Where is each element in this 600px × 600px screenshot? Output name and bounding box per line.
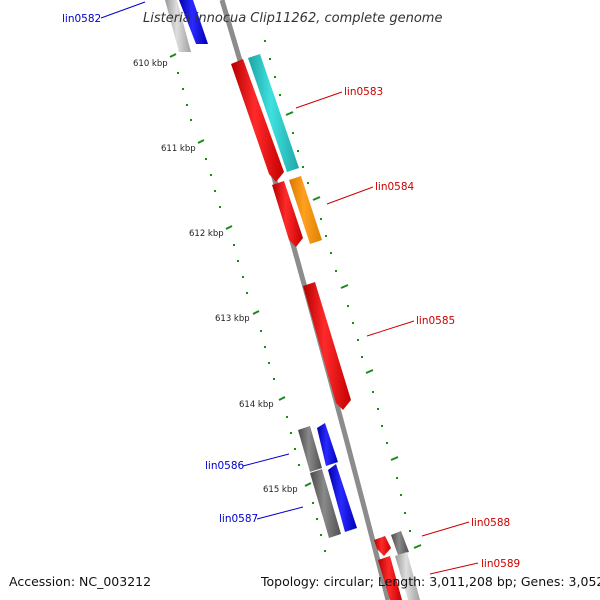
- ruler-outer-ticks: [285, 111, 422, 549]
- gene-feature-lin0589[interactable]: [378, 552, 420, 600]
- gene-feature-lin0587[interactable]: [310, 464, 357, 538]
- kbp-label: 613 kbp: [215, 314, 250, 324]
- ruler-inner-ticks: [169, 53, 312, 487]
- gene-label-lin0587[interactable]: lin0587: [219, 513, 258, 525]
- label-leaders: [100, 1, 479, 575]
- ruler-outer-dots: [264, 40, 411, 532]
- gene-label-lin0586[interactable]: lin0586: [205, 460, 245, 472]
- kbp-label: 611 kbp: [161, 144, 196, 154]
- ruler-labels: 610 kbp 611 kbp 612 kbp 613 kbp 614 kbp …: [133, 59, 298, 495]
- kbp-label: 612 kbp: [189, 229, 224, 239]
- gene-feature-lin0584[interactable]: [272, 176, 322, 247]
- gene-feature-lin0586[interactable]: [298, 423, 338, 472]
- gene-label-lin0585[interactable]: lin0585: [416, 315, 455, 327]
- gene-feature-lin0588[interactable]: [374, 531, 409, 556]
- gene-feature-lin0582[interactable]: [165, 0, 208, 52]
- ruler-inner-dots: [177, 72, 326, 552]
- genome-summary-text: Topology: circular; Length: 3,011,208 bp…: [260, 574, 600, 589]
- gene-feature-lin0585[interactable]: [303, 282, 351, 410]
- accession-text: Accession: NC_003212: [9, 574, 151, 589]
- gene-label-lin0582[interactable]: lin0582: [62, 13, 101, 25]
- gene-label-lin0583[interactable]: lin0583: [344, 86, 383, 98]
- gene-label-lin0584[interactable]: lin0584: [375, 181, 415, 193]
- gene-label-lin0589[interactable]: lin0589: [481, 558, 520, 570]
- kbp-label: 610 kbp: [133, 59, 168, 69]
- gene-feature-lin0583[interactable]: [231, 54, 299, 182]
- kbp-label: 615 kbp: [263, 485, 298, 495]
- map-title: Listeria innocua Clip11262, complete gen…: [143, 11, 442, 26]
- gene-label-lin0588[interactable]: lin0588: [471, 517, 510, 529]
- kbp-label: 614 kbp: [239, 400, 274, 410]
